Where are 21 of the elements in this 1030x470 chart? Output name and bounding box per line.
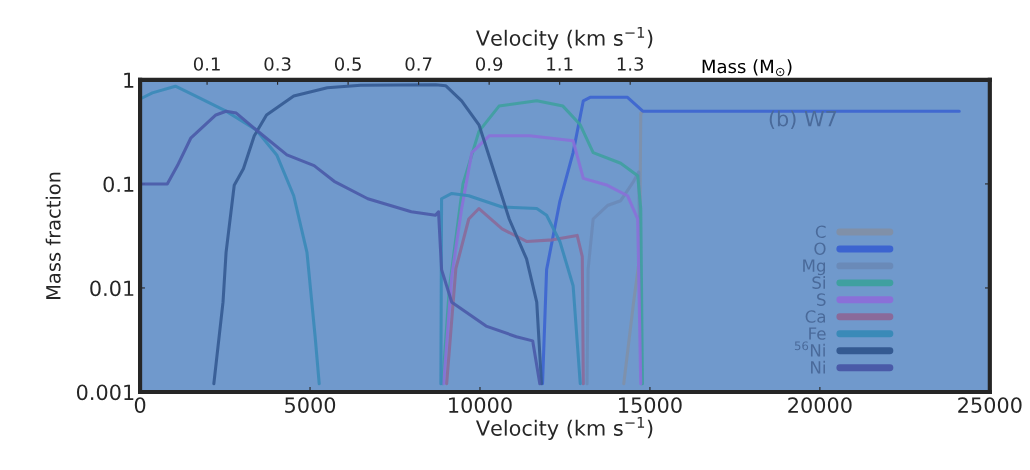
x-tick-label: 25000 <box>958 397 1022 413</box>
x-tick-label: 10000 <box>449 397 512 413</box>
x2-tick-label: 0.3 <box>264 57 291 71</box>
y-tick-label: 1 <box>124 72 134 88</box>
x-axis-title: Velocity (km s$^{−1}$) <box>475 417 653 440</box>
x2-tick-label: 0.9 <box>475 57 503 71</box>
y-tick-label: 0.001 <box>76 384 134 401</box>
x2-axis-title: Velocity (km s$^{−1}$) <box>475 27 653 50</box>
x-tick-label: 15000 <box>619 397 682 413</box>
y-tick-label: 0.1 <box>103 176 134 193</box>
x2-tick-label: 0.7 <box>405 57 432 71</box>
x2-tick-label: 0.5 <box>334 57 361 71</box>
y-axis-title: Mass fraction <box>45 172 61 299</box>
text: Mass (M$_{⊙}$) <box>702 59 792 77</box>
x2-tick-label: 1.1 <box>547 57 573 71</box>
x-tick-label: 20000 <box>788 397 852 413</box>
x-tick-label: 5000 <box>285 397 336 413</box>
x2-tick-label: 0.1 <box>193 57 220 71</box>
x-tick-label: 0 <box>134 397 146 413</box>
y-tick-label: 0.01 <box>90 280 134 297</box>
x2-tick-label: 1.3 <box>617 57 644 71</box>
